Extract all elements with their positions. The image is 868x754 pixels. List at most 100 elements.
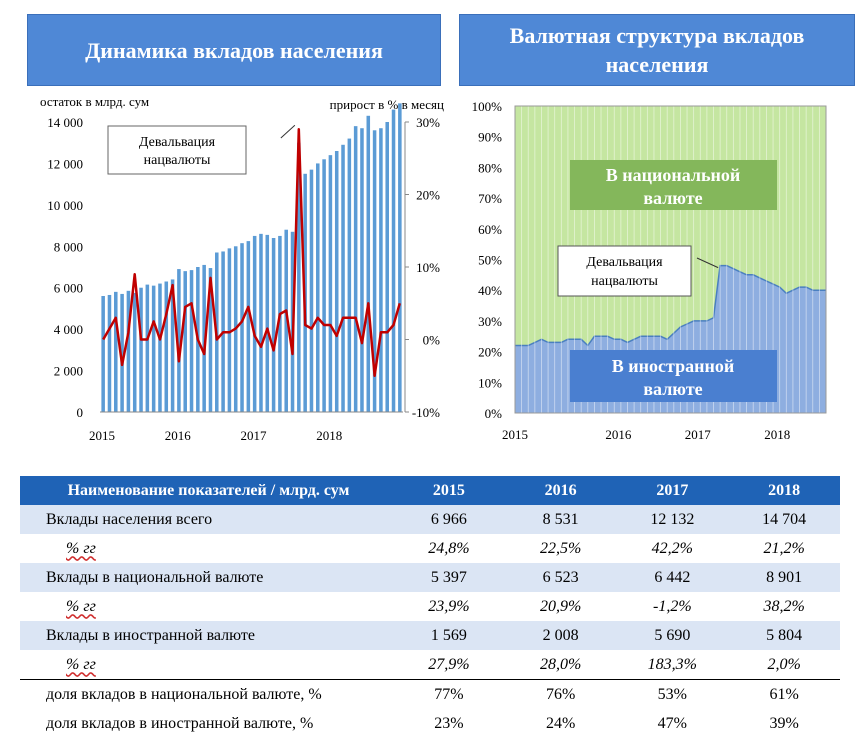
deposit-bar	[164, 281, 169, 412]
deposit-bar	[341, 144, 345, 412]
row-label: доля вкладов в иностранной валюте, %	[46, 714, 314, 732]
y-tick-label: 6 000	[54, 281, 83, 296]
y2-tick-label: 10%	[416, 260, 440, 275]
table-cell: 12 132	[616, 505, 729, 534]
row-label: % гг	[66, 655, 96, 673]
deposit-bar	[309, 169, 314, 412]
y-tick-label: 70%	[478, 191, 502, 206]
table-row: % гг 27,9% 28,0% 183,3% 2,0%	[20, 650, 840, 680]
table-cell: 8 901	[728, 563, 840, 592]
table-cell: 20,9%	[539, 597, 582, 615]
deposit-bar	[189, 270, 194, 412]
row-label: Вклады в иностранной валюте	[20, 621, 394, 650]
y-tick-label: 2 000	[54, 364, 83, 379]
y-tick-label: 0%	[485, 406, 503, 421]
chart-title-deposits: Динамика вкладов населения	[27, 14, 441, 86]
deposit-bar	[120, 293, 124, 412]
deposit-bar	[208, 268, 213, 412]
deposit-bar	[259, 233, 263, 412]
deposit-bar	[101, 296, 105, 412]
table-cell: 23%	[434, 714, 464, 732]
deposit-bar	[271, 238, 276, 412]
table-cell: 6 523	[504, 563, 617, 592]
deposit-bar	[366, 115, 371, 413]
y-tick-label: 50%	[478, 253, 502, 268]
chart-title-currency-structure: Валютная структура вкладов населения	[459, 14, 855, 86]
national-currency-label-box	[570, 160, 777, 210]
x-tick-label: 2015	[502, 427, 528, 442]
deposit-bar	[252, 235, 257, 412]
deposit-bar	[177, 269, 181, 412]
table-header-year: 2015	[393, 476, 505, 505]
table-cell: 6 966	[393, 505, 505, 534]
table-cell: 2 008	[504, 621, 617, 650]
deposit-bar	[114, 291, 118, 412]
annotation-arrow	[280, 124, 296, 139]
y-tick-label: 90%	[478, 130, 502, 145]
table-cell: 21,2%	[763, 539, 805, 557]
annotation-text: нацвалюты	[591, 274, 658, 289]
deposit-bar	[347, 138, 352, 413]
table-cell: 22,5%	[539, 539, 582, 557]
foreign-currency-label-box	[570, 350, 777, 402]
y-tick-label: 8 000	[54, 239, 83, 254]
y2-tick-label: 30%	[416, 115, 440, 130]
national-currency-label: В национальной	[606, 165, 741, 185]
row-label: Вклады в национальной валюте	[20, 563, 394, 592]
national-currency-label: валюте	[643, 188, 702, 208]
deposit-bar	[372, 130, 377, 412]
y2-tick-label: -10%	[412, 405, 440, 420]
plot-frame	[514, 105, 827, 414]
deposit-bar	[360, 128, 364, 412]
x-tick-label: 2016	[165, 428, 192, 443]
table-cell: 47%	[657, 714, 687, 732]
deposit-bar	[322, 159, 326, 412]
deposit-bar	[170, 279, 175, 412]
deposit-bar	[284, 229, 288, 412]
table-cell: 183,3%	[647, 655, 697, 673]
y2-axis-label: прирост в % в месяц	[330, 97, 444, 112]
deposit-bar	[334, 151, 339, 412]
annotation-box	[107, 125, 247, 175]
foreign-currency-label: валюте	[643, 379, 702, 399]
table-row: % гг 24,8% 22,5% 42,2% 21,2%	[20, 534, 840, 563]
table-cell: 8 531	[504, 505, 617, 534]
y-tick-label: 4 000	[54, 322, 83, 337]
row-label: доля вкладов в национальной валюте, %	[20, 679, 394, 709]
y-tick-label: 60%	[478, 222, 502, 237]
deposit-bar	[183, 271, 187, 412]
y-tick-label: 40%	[478, 283, 502, 298]
y-axis-label: остаток в млрд. сум	[40, 94, 149, 109]
y2-tick-label: 20%	[416, 188, 440, 203]
foreign-currency-line	[515, 264, 826, 347]
table-cell: 76%	[504, 679, 617, 709]
deposit-bar	[158, 283, 162, 412]
deposit-bar	[126, 290, 131, 412]
y2-tick-label: 0%	[423, 333, 441, 348]
table-cell: 61%	[728, 679, 840, 709]
y-tick-label: 100%	[472, 99, 503, 114]
y-tick-label: 10 000	[47, 198, 83, 213]
annotation-text: Девальвация	[586, 255, 663, 270]
table-cell: 24,8%	[428, 539, 470, 557]
deposit-bar	[385, 122, 389, 412]
deposit-bar	[278, 235, 282, 412]
deposits-summary-table: Наименование показателей / млрд. сум 201…	[20, 476, 840, 738]
deposit-bar	[139, 287, 143, 412]
x-tick-label: 2018	[316, 428, 342, 443]
annotation-box	[557, 245, 692, 297]
deposit-bar	[265, 234, 270, 412]
growth-line	[102, 128, 402, 378]
table-cell: 53%	[616, 679, 729, 709]
table-cell: 2,0%	[767, 655, 801, 673]
x-tick-label: 2018	[764, 427, 790, 442]
deposit-bar	[297, 142, 301, 412]
currency-structure-chart: 0% 10% 20% 30% 40% 50% 60% 70% 80% 90% 100% 2015 201…	[472, 99, 827, 442]
table-cell: 39%	[769, 714, 799, 732]
x-tick-label: 2016	[605, 427, 632, 442]
table-cell: 1 569	[393, 621, 505, 650]
deposit-bar	[391, 109, 396, 413]
annotation-text: Девальвация	[139, 135, 216, 150]
table-cell: 5 397	[393, 563, 505, 592]
table-cell: 6 442	[616, 563, 729, 592]
